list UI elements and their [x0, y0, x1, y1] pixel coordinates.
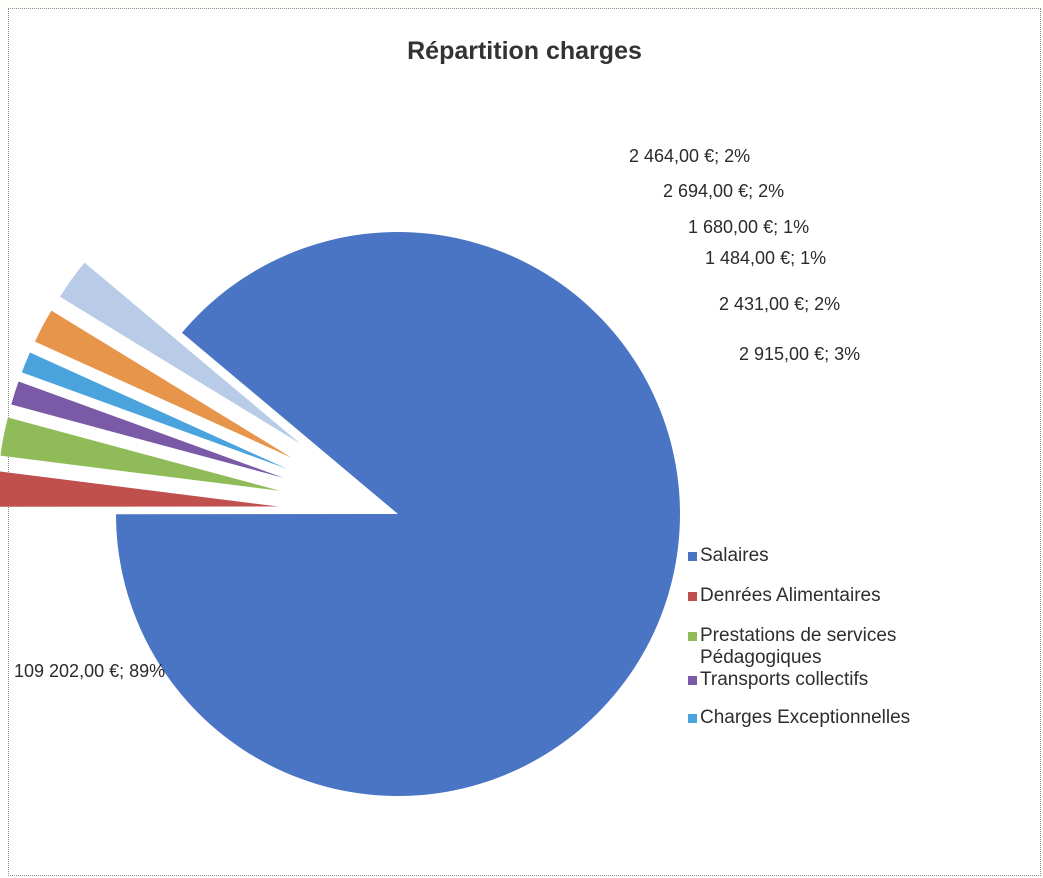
slice-data-label: 109 202,00 €; 89%: [14, 661, 165, 681]
slice-data-label: 2 694,00 €; 2%: [663, 181, 784, 201]
pie-slice: [11, 381, 284, 478]
legend-item: Charges Exceptionnelles: [688, 707, 940, 729]
slice-data-label: 1 484,00 €; 1%: [705, 248, 826, 268]
legend-swatch: [688, 714, 697, 723]
slice-data-label: 2 464,00 €; 2%: [629, 146, 750, 166]
legend-item: Prestations de services Pédagogiques: [688, 625, 940, 669]
pie-slice: [0, 417, 281, 491]
slice-data-label: 2 915,00 €; 3%: [739, 344, 860, 364]
legend-swatch: [688, 552, 697, 561]
legend-label: Prestations de services Pédagogiques: [700, 625, 897, 668]
pie-slice: [21, 352, 287, 469]
legend-swatch: [688, 632, 697, 641]
slice-data-label: 2 431,00 €; 2%: [719, 294, 840, 314]
legend-item: Transports collectifs: [688, 669, 940, 691]
pie-slice: [60, 262, 301, 444]
pie-slice: [0, 471, 279, 507]
chart-legend: Salaires Denrées Alimentaires Prestations …: [688, 545, 940, 729]
pie-slice: [35, 310, 292, 458]
pie-slice: [116, 231, 680, 796]
legend-label: Transports collectifs: [700, 669, 869, 690]
legend-label: Charges Exceptionnelles: [700, 707, 911, 728]
legend-label: Denrées Alimentaires: [700, 585, 881, 606]
slice-data-label: 1 680,00 €; 1%: [688, 217, 809, 237]
legend-swatch: [688, 592, 697, 601]
legend-item: Denrées Alimentaires: [688, 585, 940, 607]
chart-title: Répartition charges: [407, 37, 642, 65]
legend-item: Salaires: [688, 545, 940, 567]
legend-label: Salaires: [700, 545, 769, 566]
legend-swatch: [688, 676, 697, 685]
